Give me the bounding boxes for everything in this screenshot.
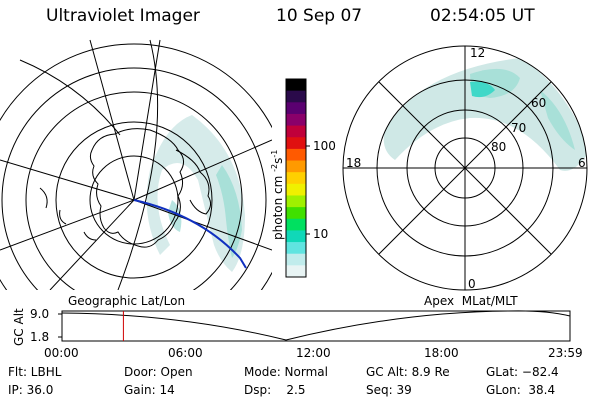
ip-info: IP: 36.0 bbox=[8, 383, 54, 397]
altitude-tick-min: 1.8 bbox=[30, 330, 50, 344]
altitude-tick-max: 9.0 bbox=[30, 307, 50, 321]
seq-info: Seq: 39 bbox=[366, 383, 412, 397]
apex-mlt-0: 0 bbox=[468, 277, 476, 291]
colorbar-segment bbox=[286, 90, 306, 103]
coastline bbox=[89, 128, 184, 248]
time-label: 02:54:05 UT bbox=[430, 6, 535, 26]
instrument-title: Ultraviolet Imager bbox=[46, 6, 200, 26]
colorbar-segment bbox=[286, 183, 306, 196]
altitude-ylabel: GC Alt bbox=[12, 308, 26, 346]
time-tick-0600: 06:00 bbox=[168, 346, 203, 360]
geographic-map bbox=[0, 39, 272, 290]
colorbar-segment bbox=[286, 102, 306, 115]
apex-lat-70: 70 bbox=[511, 121, 527, 135]
colorbar-tick-10: 10 bbox=[313, 227, 329, 241]
apex-map-caption: Apex MLat/MLT bbox=[424, 294, 518, 308]
colorbar-frame bbox=[285, 78, 307, 278]
colorbar-segment bbox=[286, 125, 306, 138]
geo-map-caption: Geographic Lat/Lon bbox=[68, 294, 186, 308]
time-tick-1200: 12:00 bbox=[296, 346, 331, 360]
colorbar-segment bbox=[286, 137, 306, 150]
colorbar-segment bbox=[286, 160, 306, 173]
colorbar-segment bbox=[286, 253, 306, 266]
dsp-info: Dsp: 2.5 bbox=[244, 383, 306, 397]
colorbar-label: photon cm -2s-1 bbox=[270, 149, 285, 240]
glat-info: GLat: −82.4 bbox=[486, 365, 559, 379]
time-tick-0000: 00:00 bbox=[44, 346, 79, 360]
colorbar-segment bbox=[286, 218, 306, 231]
colorbar-segment bbox=[286, 230, 306, 243]
door-info: Door: Open bbox=[124, 365, 193, 379]
colorbar-segment bbox=[286, 113, 306, 127]
altitude-plot bbox=[58, 310, 571, 342]
apex-mlt-18: 18 bbox=[346, 156, 362, 170]
colorbar-segment bbox=[286, 207, 306, 220]
colorbar-segment bbox=[286, 195, 306, 208]
gain-info: Gain: 14 bbox=[124, 383, 175, 397]
colorbar-segment bbox=[286, 172, 306, 185]
apex-lat-80: 80 bbox=[491, 140, 507, 154]
apex-lat-60: 60 bbox=[531, 96, 547, 110]
glon-info: GLon: 38.4 bbox=[486, 383, 556, 397]
colorbar-segment bbox=[286, 148, 306, 162]
gc-alt-info: GC Alt: 8.9 Re bbox=[366, 365, 450, 379]
colorbar bbox=[286, 79, 306, 278]
filter-info: Flt: LBHL bbox=[8, 365, 62, 379]
mode-info: Mode: Normal bbox=[244, 365, 328, 379]
colorbar-segment bbox=[286, 79, 306, 92]
apex-map bbox=[342, 45, 588, 291]
time-tick-2359: 23:59 bbox=[548, 346, 583, 360]
colorbar-segment bbox=[286, 265, 306, 278]
time-tick-1800: 18:00 bbox=[424, 346, 459, 360]
altitude-curve bbox=[61, 310, 571, 341]
colorbar-tick-100: 100 bbox=[313, 139, 336, 153]
apex-mlt-12: 12 bbox=[470, 46, 486, 60]
apex-mlt-6: 6 bbox=[578, 156, 586, 170]
date-label: 10 Sep 07 bbox=[276, 6, 363, 26]
colorbar-segment bbox=[286, 242, 306, 255]
orbit-track bbox=[133, 199, 247, 269]
